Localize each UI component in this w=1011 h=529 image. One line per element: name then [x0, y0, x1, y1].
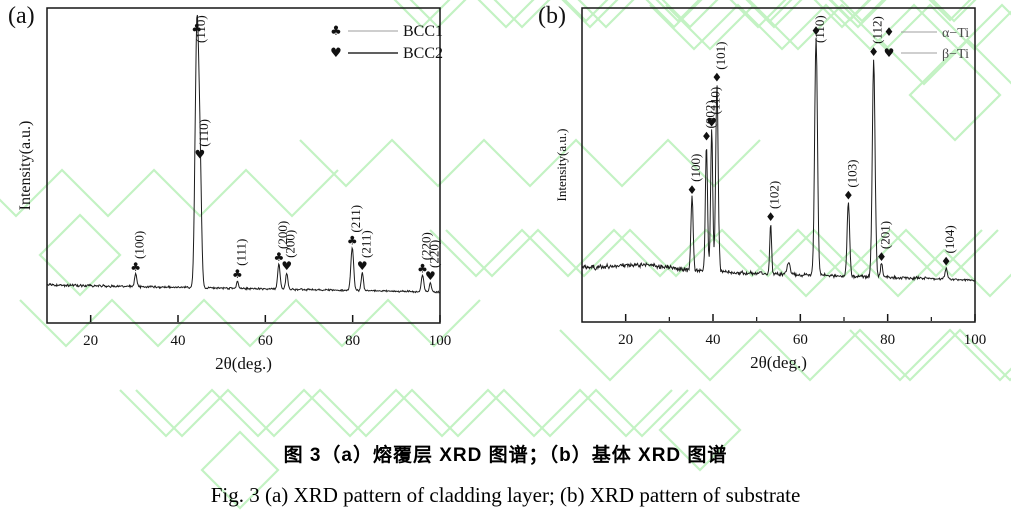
peak-hkl-label: (110)	[196, 119, 211, 147]
legend: ♦ α−Ti ♥ β−Ti	[884, 25, 970, 62]
watermark-zigzag	[299, 138, 761, 188]
peak-hkl-label: (100)	[132, 231, 147, 259]
watermark-zigzag	[879, 38, 1011, 86]
peak-marker: ♦	[941, 254, 952, 268]
peak-marker: ♦	[765, 210, 776, 224]
peak-marker: ♣	[191, 22, 202, 36]
peak-marker: ♣	[347, 234, 358, 248]
xrd-curve	[581, 37, 975, 283]
plot-border	[46, 7, 441, 324]
peak-hkl-label: (111)	[233, 239, 248, 266]
peak-hkl-label: (220)	[419, 232, 434, 260]
watermark-zigzag	[135, 388, 689, 438]
watermark-diamond	[38, 213, 122, 297]
watermark-diamond	[908, 48, 1002, 142]
x-tick-label: 20	[618, 332, 633, 348]
peak-marker: ♥	[281, 259, 292, 273]
peak-marker: ♦	[712, 71, 723, 85]
peak-hkl-label: (110)	[193, 15, 208, 43]
watermark-zigzag	[665, 3, 1011, 51]
peak-marker: ♦	[843, 189, 854, 203]
watermark-zigzag	[563, 0, 977, 23]
peak-marker: ♣	[417, 261, 428, 275]
watermark-zigzag	[445, 228, 999, 278]
peak-marker: ♥	[357, 259, 368, 273]
watermark-diamond	[658, 388, 742, 472]
panel-b-label: (b)	[538, 3, 566, 29]
legend-symbol: ♥	[884, 46, 895, 60]
x-tick-label: 40	[706, 332, 721, 348]
watermark-diamond	[200, 430, 280, 510]
peak-hkl-label: (112)	[870, 16, 885, 44]
x-tick-label: 100	[429, 333, 452, 349]
peak-hkl-label: (220)	[426, 240, 441, 268]
xrd-panel-a: 20 40 60 80 100 2θ(deg.) Intensity(a.u.) ♣ (100)…	[0, 0, 505, 400]
watermark-zigzag	[19, 298, 481, 348]
peak-hkl-label: (201)	[878, 221, 893, 249]
x-tick-label: 100	[964, 332, 987, 348]
x-tick-label: 40	[171, 333, 186, 349]
caption-chinese: 图 3（a）熔覆层 XRD 图谱；（b）基体 XRD 图谱	[283, 445, 728, 466]
peak-marker: ♦	[811, 24, 822, 38]
peak-marker: ♥	[706, 116, 717, 130]
xrd-panel-b: 20 40 60 80 100 2θ(deg.) Intensity(a.u.) ♦ (100)…	[505, 0, 1011, 400]
peak-marker: ♣	[232, 267, 243, 281]
xrd-chart-a: 20 40 60 80 1002θ(deg.)Intensity(a.u.)♣(100)…	[17, 7, 452, 373]
peak-marker: ♦	[687, 183, 698, 197]
y-axis-label: Intensity(a.u.)	[17, 121, 34, 211]
peak-hkl-label: (100)	[688, 154, 703, 182]
y-axis-label: Intensity(a.u.)	[554, 129, 569, 202]
watermark-zigzag	[759, 248, 1011, 298]
peak-hkl-label: (110)	[812, 15, 827, 43]
legend-symbol: ♦	[884, 25, 895, 39]
x-tick-label: 60	[258, 333, 273, 349]
x-tick-label: 80	[880, 332, 895, 348]
peak-hkl-label: (110)	[708, 87, 723, 115]
legend-symbol: ♥	[330, 46, 342, 61]
legend-symbol: ♣	[330, 24, 342, 39]
peak-marker: ♥	[194, 148, 205, 162]
peak-hkl-label: (103)	[844, 159, 859, 187]
panel-a-label: (a)	[8, 3, 35, 29]
plot-border	[581, 7, 976, 323]
legend-label: α−Ti	[942, 26, 969, 41]
watermark-zigzag	[429, 228, 983, 278]
watermark-zigzag	[649, 3, 1011, 51]
peak-hkl-label: (102)	[767, 181, 782, 209]
peak-hkl-label: (104)	[942, 225, 957, 253]
x-tick-label: 20	[83, 333, 98, 349]
watermark-zigzag	[849, 328, 1011, 382]
watermark-zigzag	[0, 168, 339, 218]
watermark-zigzag	[559, 328, 1011, 382]
legend-label: BCC2	[403, 45, 443, 62]
legend-label: BCC1	[403, 23, 443, 40]
peak-marker: ♦	[876, 250, 887, 264]
peak-hkl-label: (211)	[358, 230, 373, 258]
x-axis-label: 2θ(deg.)	[215, 354, 272, 373]
peak-hkl-label: (200)	[283, 230, 298, 258]
legend-label: β−Ti	[942, 47, 969, 62]
x-axis-label: 2θ(deg.)	[750, 353, 807, 372]
peak-marker: ♣	[273, 250, 284, 264]
caption-english: Fig. 3 (a) XRD pattern of cladding layer…	[210, 483, 801, 507]
x-tick-label: 80	[345, 333, 360, 349]
peak-hkl-label: (211)	[348, 205, 363, 233]
peak-marker: ♦	[701, 129, 712, 143]
legend: ♣ BCC1 ♥ BCC2	[330, 23, 443, 62]
peak-marker: ♦	[868, 45, 879, 59]
peak-marker: ♥	[425, 269, 436, 283]
watermark-zigzag	[119, 388, 673, 438]
peak-hkl-label: (101)	[713, 42, 728, 70]
peak-marker: ♣	[130, 260, 141, 274]
x-tick-label: 60	[793, 332, 808, 348]
xrd-curve	[47, 14, 440, 294]
peak-hkl-label: (002)	[702, 100, 717, 128]
peak-hkl-label: (200)	[275, 221, 290, 249]
